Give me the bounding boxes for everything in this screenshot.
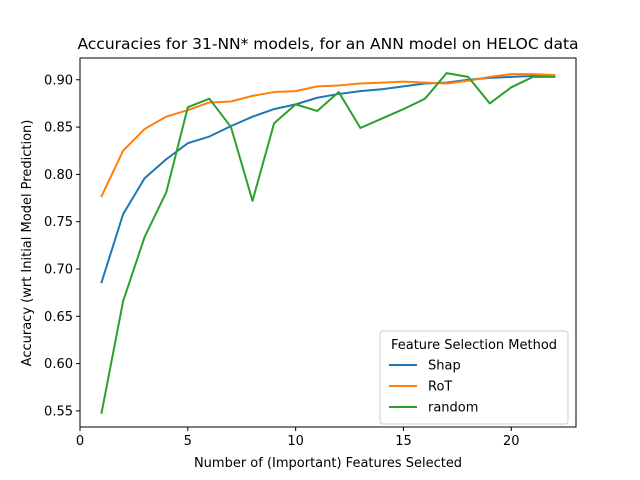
x-tick-label: 0 [76,434,84,449]
x-tick-label: 15 [395,434,412,449]
x-axis-label: Number of (Important) Features Selected [194,456,462,471]
series-line-random [100,72,556,414]
legend: Feature Selection Method Shap RoT random [379,330,569,425]
y-tick-label: 0.80 [44,168,73,183]
chart-title: Accuracies for 31-NN* models, for an ANN… [77,35,578,53]
y-axis-label: Accuracy (wrt Initial Model Prediction) [20,120,35,367]
x-tick-label: 5 [184,434,192,449]
x-tick-label: 10 [287,434,304,449]
y-tick-label: 0.70 [44,262,73,277]
y-tick-label: 0.65 [44,310,73,325]
y-tick-label: 0.75 [44,215,73,230]
plot-frame [79,57,577,428]
legend-label-rot: RoT [428,380,452,395]
legend-title: Feature Selection Method [391,338,557,353]
legend-label-random: random [428,401,478,416]
y-tick-label: 0.85 [44,121,73,136]
series-lines [100,72,556,414]
x-axis-ticks: 0 5 10 15 20 [76,427,520,449]
y-tick-label: 0.90 [44,73,73,88]
x-tick-label: 20 [503,434,520,449]
y-axis-ticks: 0.55 0.60 0.65 0.70 0.75 0.80 0.85 0.90 [44,73,80,419]
legend-box [379,330,569,425]
y-tick-label: 0.55 [44,404,73,419]
series-line-rot [100,73,556,198]
legend-label-shap: Shap [428,359,461,374]
y-tick-label: 0.60 [44,357,73,372]
plot-area [79,57,577,428]
